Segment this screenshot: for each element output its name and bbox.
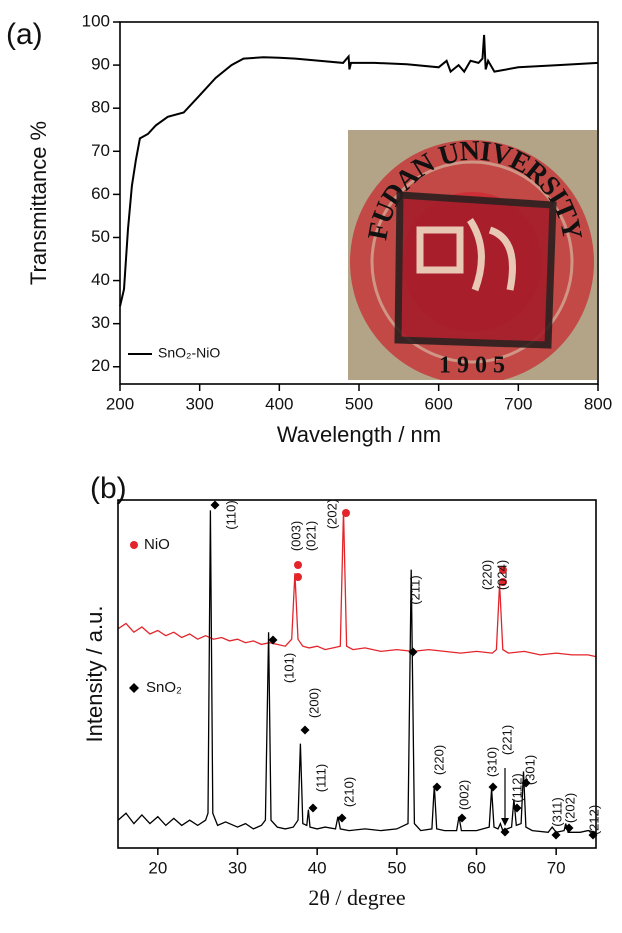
y-tick-label: 60 <box>91 184 110 203</box>
x-tick-label: 200 <box>106 394 134 413</box>
x-tick-label: 400 <box>265 394 293 413</box>
y-tick-label: 20 <box>91 356 110 375</box>
x-tick-label: 20 <box>148 858 167 877</box>
peak-label: (221) <box>499 725 514 755</box>
peak-label: (220) <box>431 745 446 775</box>
peak-label: (021) <box>303 521 318 551</box>
x-tick-label: 600 <box>424 394 452 413</box>
marker-symbol <box>489 783 498 792</box>
y-axis-label: Transmittance % <box>26 121 51 285</box>
peak-label: (202) <box>324 499 339 529</box>
peak-label: (101) <box>281 653 296 683</box>
y-tick-label: 40 <box>91 270 110 289</box>
x-tick-label: 500 <box>345 394 373 413</box>
x-tick-label: 60 <box>467 858 486 877</box>
y-tick-label: 80 <box>91 98 110 117</box>
arrow-head <box>501 818 509 826</box>
x-tick-label: 30 <box>228 858 247 877</box>
inset-year: 1 9 0 5 <box>439 353 505 379</box>
legend-label: SnO₂-NiO <box>158 345 220 361</box>
y-tick-label: 50 <box>91 227 110 246</box>
peak-label: (211) <box>407 575 422 604</box>
peak-label: (003) <box>288 521 303 551</box>
marker-symbol <box>294 573 302 581</box>
peak-label: (210) <box>341 777 356 807</box>
peak-label: (212) <box>586 805 601 835</box>
x-tick-label: 800 <box>584 394 612 413</box>
x-tick-label: 70 <box>547 858 566 877</box>
y-tick-label: 30 <box>91 313 110 332</box>
x-axis-label: Wavelength / nm <box>277 422 441 447</box>
marker-symbol <box>309 804 318 813</box>
x-tick-label: 700 <box>504 394 532 413</box>
peak-label: (220) <box>479 560 494 590</box>
inset-photo: FUDAN UNIVERSITY 1 9 0 5 <box>348 130 597 384</box>
marker-symbol <box>130 541 138 549</box>
figure: (a) (b) FUDAN UNIVERSITY 1 9 0 5 2003004… <box>0 0 622 933</box>
x-tick-label: 300 <box>185 394 213 413</box>
y-tick-label: 70 <box>91 141 110 160</box>
y-tick-label: 100 <box>82 11 110 30</box>
peak-label: (202) <box>562 793 577 823</box>
marker-symbol <box>129 683 139 693</box>
x-axis-label: 2θ / degree <box>308 885 405 910</box>
y-axis-label: Intensity / a.u. <box>82 606 107 743</box>
peak-label: (002) <box>456 780 471 810</box>
peak-label: (200) <box>306 688 321 718</box>
panel-label: (a) <box>6 18 43 51</box>
peak-label: (310) <box>484 747 499 777</box>
marker-symbol <box>301 726 310 735</box>
x-tick-label: 40 <box>308 858 327 877</box>
peak-label: (111) <box>313 764 328 792</box>
marker-symbol <box>211 501 220 510</box>
x-tick-label: 50 <box>387 858 406 877</box>
peak-label: (110) <box>223 500 238 529</box>
y-tick-label: 90 <box>91 55 110 74</box>
marker-symbol <box>342 509 350 517</box>
marker-symbol <box>294 561 302 569</box>
series-line <box>118 510 596 656</box>
legend-label: SnO₂ <box>146 679 182 696</box>
peak-label: (024) <box>494 560 509 590</box>
legend-label: NiO <box>144 536 170 553</box>
